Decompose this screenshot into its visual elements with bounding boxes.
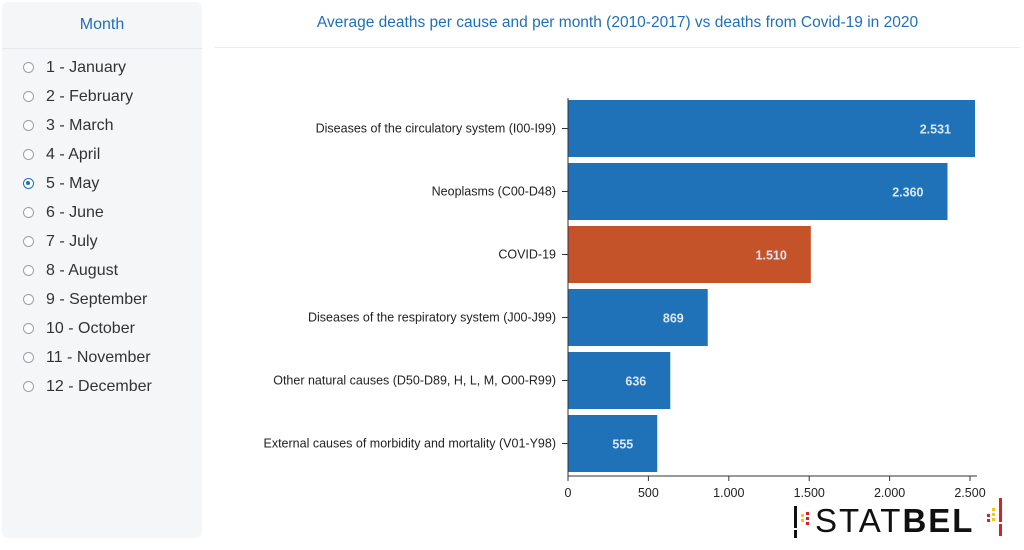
category-label: Neoplasms (C00-D48) bbox=[432, 185, 556, 199]
bar bbox=[568, 100, 975, 157]
month-label: 1 - January bbox=[46, 58, 127, 76]
month-option[interactable]: 7 - July bbox=[22, 227, 152, 256]
category-label: Diseases of the circulatory system (I00-… bbox=[316, 122, 556, 136]
radio-button[interactable] bbox=[23, 91, 34, 102]
radio-button[interactable] bbox=[23, 265, 34, 276]
data-label: 555 bbox=[612, 438, 633, 452]
radio-button[interactable] bbox=[23, 294, 34, 305]
x-tick-label: 1.500 bbox=[794, 486, 825, 500]
bar bbox=[568, 289, 708, 346]
category-label: External causes of morbidity and mortali… bbox=[264, 437, 557, 451]
data-label: 1.510 bbox=[756, 249, 787, 263]
chart-title: Average deaths per cause and per month (… bbox=[316, 14, 919, 31]
month-label: 7 - July bbox=[46, 232, 98, 250]
month-option[interactable]: 3 - March bbox=[22, 111, 152, 140]
data-label: 636 bbox=[625, 375, 646, 389]
month-option[interactable]: 6 - June bbox=[22, 198, 152, 227]
radio-button[interactable] bbox=[23, 120, 34, 131]
month-option[interactable]: 9 - September bbox=[22, 285, 152, 314]
statbel-logo-mark-right bbox=[987, 498, 1002, 536]
radio-button[interactable] bbox=[23, 62, 34, 73]
x-tick-label: 2.500 bbox=[954, 486, 985, 500]
month-label: 4 - April bbox=[46, 145, 101, 163]
month-label: 10 - October bbox=[46, 319, 135, 337]
data-label: 869 bbox=[663, 312, 684, 326]
category-label: Diseases of the respiratory system (J00-… bbox=[308, 311, 556, 325]
x-tick-label: 500 bbox=[638, 486, 659, 500]
bar bbox=[568, 415, 658, 472]
month-option[interactable]: 5 - May bbox=[22, 169, 152, 198]
month-option[interactable]: 2 - February bbox=[22, 82, 152, 111]
radio-button[interactable] bbox=[23, 236, 34, 247]
month-sidebar: Month 1 - January 2 - February 3 - March 4 … bbox=[2, 2, 202, 538]
month-radio-list: 1 - January 2 - February 3 - March 4 - Apri… bbox=[22, 53, 152, 401]
month-option[interactable]: 4 - April bbox=[22, 140, 152, 169]
x-tick-label: 2.000 bbox=[874, 486, 905, 500]
radio-button[interactable] bbox=[23, 207, 34, 218]
statbel-logo-mark-left bbox=[794, 506, 809, 538]
month-option[interactable]: 11 - November bbox=[22, 343, 152, 372]
month-label: 2 - February bbox=[46, 87, 134, 105]
radio-button[interactable] bbox=[23, 381, 34, 392]
month-option[interactable]: 10 - October bbox=[22, 314, 152, 343]
x-tick-label: 1.000 bbox=[713, 486, 744, 500]
bar bbox=[568, 163, 948, 220]
month-label: 9 - September bbox=[46, 290, 148, 308]
data-label: 2.360 bbox=[892, 186, 923, 200]
month-label: 3 - March bbox=[46, 116, 114, 134]
month-option[interactable]: 8 - August bbox=[22, 256, 152, 285]
sidebar-title: Month bbox=[79, 16, 125, 33]
chart-title-divider bbox=[215, 47, 1020, 48]
data-label: 2.531 bbox=[920, 123, 951, 137]
svg-text:STATBEL: STATBEL bbox=[815, 502, 974, 539]
bar bbox=[568, 226, 811, 283]
category-label: Other natural causes (D50-D89, H, L, M, … bbox=[273, 374, 556, 388]
category-label: COVID-19 bbox=[498, 248, 556, 262]
month-label: 8 - August bbox=[46, 261, 119, 279]
month-option[interactable]: 12 - December bbox=[22, 372, 152, 401]
x-tick-label: 0 bbox=[565, 486, 572, 500]
month-option[interactable]: 1 - January bbox=[22, 53, 152, 82]
month-label: 5 - May bbox=[46, 174, 100, 192]
bar bbox=[568, 352, 671, 409]
sidebar-divider bbox=[2, 48, 202, 49]
radio-button[interactable] bbox=[23, 352, 34, 363]
radio-button[interactable] bbox=[23, 323, 34, 334]
radio-button[interactable] bbox=[23, 178, 34, 189]
statbel-logo: STATBEL bbox=[794, 498, 1002, 539]
month-label: 11 - November bbox=[46, 348, 151, 366]
radio-button[interactable] bbox=[23, 149, 34, 160]
statbel-logo-text-stat: STAT bbox=[815, 502, 902, 539]
month-label: 12 - December bbox=[46, 377, 152, 395]
statbel-logo-text-bel: BEL bbox=[902, 502, 974, 539]
month-label: 6 - June bbox=[46, 203, 104, 221]
